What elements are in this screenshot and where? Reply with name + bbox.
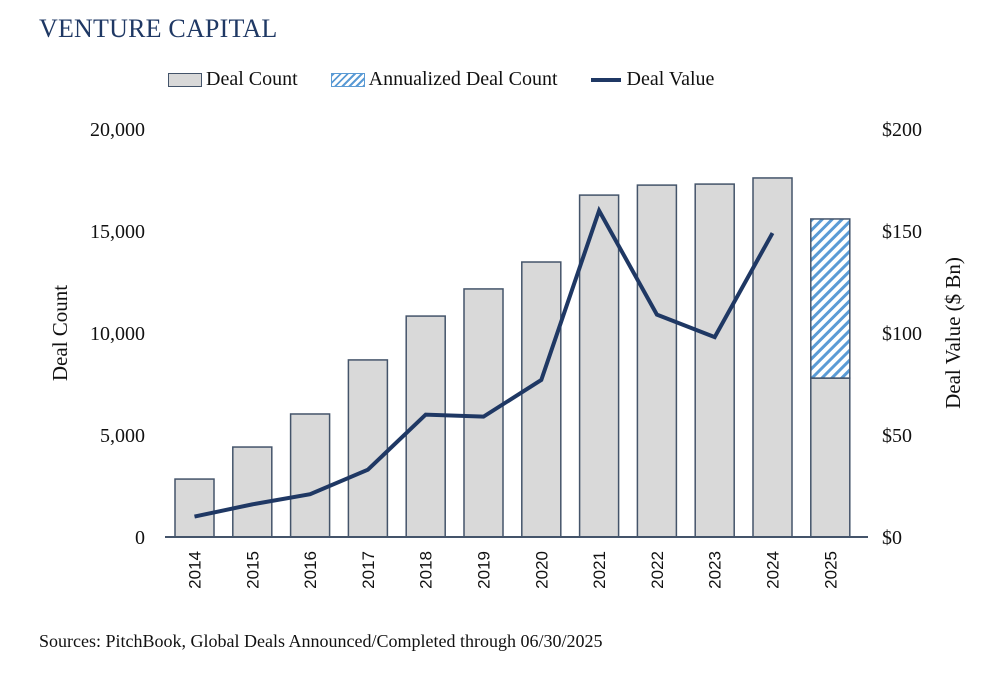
legend-swatch-deal-value (590, 77, 621, 82)
x-tick-label: 2019 (475, 551, 494, 589)
chart-title: VENTURE CAPITAL (39, 14, 278, 43)
x-tick-label: 2024 (764, 551, 783, 589)
x-tick-label: 2021 (590, 551, 609, 589)
y-tick-label: 10,000 (90, 323, 145, 345)
bar-deal-count-2022 (636, 184, 678, 538)
line-group (194, 205, 775, 519)
bar-deal-count-2025 (810, 377, 851, 538)
x-tick-label: 2015 (243, 551, 262, 589)
bar-deal-count-2020 (521, 261, 562, 538)
legend-item-deal-value: Deal Value (590, 68, 715, 91)
y-tick-label: 15,000 (90, 221, 145, 243)
legend-item-deal-count: Deal Count (168, 68, 298, 91)
bar-deal-count-2019 (463, 288, 504, 538)
y2-axis-title: Deal Value ($ Bn) (941, 257, 965, 409)
x-tick-label: 2016 (301, 551, 320, 589)
x-tick-label: 2018 (417, 551, 436, 589)
y2-tick-label: $100 (882, 323, 922, 345)
bar-deal-count-2016 (289, 413, 331, 538)
y-axis-title: Deal Count (48, 285, 72, 381)
y2-tick-label: $150 (882, 221, 922, 243)
legend-label-deal-count: Deal Count (206, 68, 298, 90)
y2-tick-label: $0 (882, 527, 902, 549)
bar-deal-count-2017 (347, 359, 389, 538)
axes-group: 2014 2015 2016 2017 2018 2019 2020 2021 2022 2023… (90, 119, 922, 589)
x-tick-label: 2022 (648, 551, 667, 589)
legend-swatch-annualized (330, 72, 365, 87)
legend-swatch-deal-count (168, 72, 202, 87)
x-tick-label: 2020 (532, 551, 551, 589)
y-tick-label: 0 (135, 527, 145, 549)
bar-annualized-2025 (810, 218, 851, 379)
legend-label-deal-value: Deal Value (626, 68, 715, 90)
source-footnote: Sources: PitchBook, Global Deals Announc… (39, 631, 603, 651)
bars-group (174, 177, 851, 538)
bar-deal-count-2023 (694, 183, 735, 538)
legend: Deal Count Annualized Deal Count Deal Va… (168, 68, 747, 91)
bar-deal-count-2014 (174, 478, 215, 538)
bar-deal-count-2015 (232, 446, 273, 538)
x-tick-label: 2025 (821, 551, 840, 589)
x-tick-label: 2017 (359, 551, 378, 589)
x-tick-label: 2023 (706, 551, 725, 589)
legend-label-annualized: Annualized Deal Count (368, 68, 558, 90)
x-tick-label: 2014 (186, 551, 205, 589)
y2-tick-label: $200 (882, 119, 922, 141)
y-tick-label: 5,000 (100, 425, 145, 447)
y-tick-label: 20,000 (90, 119, 145, 141)
bar-deal-count-2024 (752, 177, 793, 538)
y2-tick-label: $50 (882, 425, 912, 447)
legend-item-annualized: Annualized Deal Count (330, 68, 558, 91)
